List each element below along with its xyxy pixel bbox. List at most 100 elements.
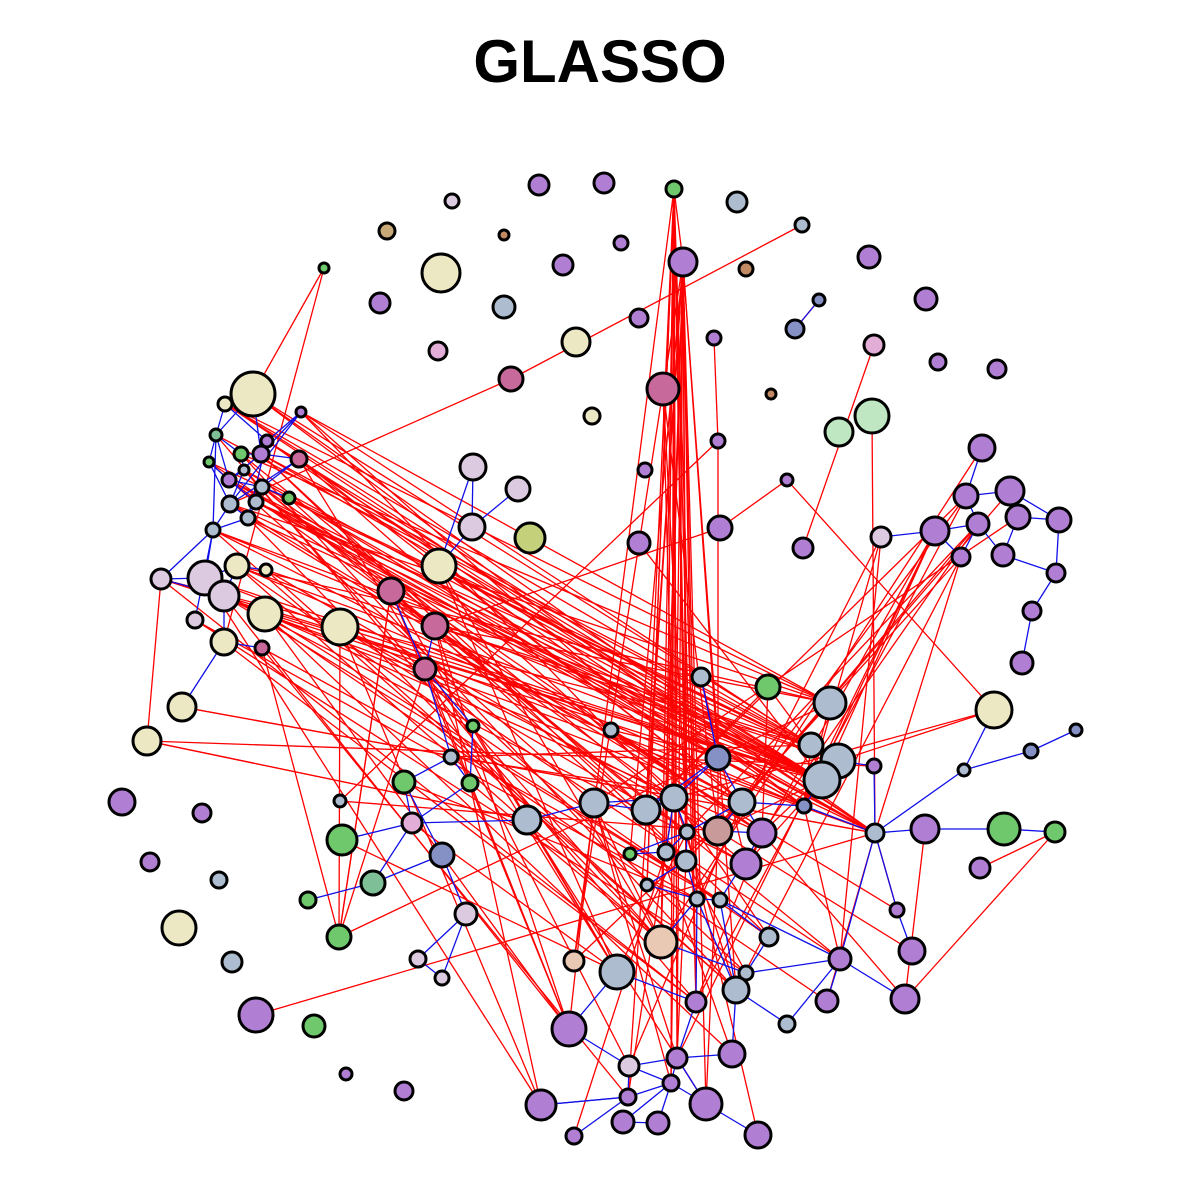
graph-node-170 <box>564 1126 584 1146</box>
graph-node-89 <box>754 673 782 701</box>
positive-edge-151 <box>700 676 719 759</box>
negative-edge-234 <box>255 832 876 1016</box>
graph-node-102 <box>1022 742 1040 760</box>
graph-node-134 <box>688 890 706 908</box>
negative-edge-204 <box>717 523 979 832</box>
graph-node-53 <box>1045 562 1067 584</box>
negative-edge-62 <box>240 453 831 704</box>
graph-node-94 <box>602 721 620 739</box>
negative-edge-194 <box>645 495 967 811</box>
graph-node-137 <box>888 901 906 919</box>
graph-node-47 <box>626 530 652 556</box>
graph-node-92 <box>974 690 1014 730</box>
negative-edge-213 <box>676 860 687 1059</box>
graph-node-41 <box>1004 503 1032 531</box>
negative-edge-192 <box>761 686 769 834</box>
graph-node-3 <box>725 190 749 214</box>
negative-edge-26 <box>682 261 737 991</box>
negative-edge-25 <box>682 261 697 1003</box>
negative-edge-148 <box>228 479 876 834</box>
graph-node-5 <box>377 221 397 241</box>
positive-edge-69 <box>646 884 698 900</box>
negative-edge-61 <box>266 440 823 781</box>
graph-node-106 <box>107 787 137 817</box>
graph-node-69 <box>220 494 240 514</box>
graph-node-105 <box>460 773 480 793</box>
positive-edge-97 <box>745 958 841 974</box>
negative-edge-98 <box>264 613 876 834</box>
graph-node-68 <box>281 490 297 506</box>
graph-node-127 <box>656 842 676 862</box>
negative-edge-215 <box>593 802 672 1084</box>
graph-node-157 <box>550 1010 588 1048</box>
graph-node-163 <box>661 1073 681 1093</box>
negative-edge-221 <box>761 832 906 1000</box>
negative-edge-53 <box>837 709 995 762</box>
graph-node-111 <box>630 794 662 826</box>
graph-node-113 <box>795 797 813 815</box>
graph-node-2 <box>664 179 684 199</box>
graph-node-58 <box>294 405 308 419</box>
graph-node-138 <box>453 901 479 927</box>
graph-node-66 <box>220 471 238 489</box>
graph-node-80 <box>246 595 284 633</box>
negative-edge-232 <box>904 831 1056 1000</box>
graph-node-23 <box>427 340 449 362</box>
negative-edge-218 <box>686 831 759 1136</box>
negative-edge-150 <box>255 501 839 762</box>
negative-edge-40 <box>434 527 721 627</box>
negative-edge-231 <box>338 702 831 938</box>
graph-node-146 <box>562 949 586 973</box>
graph-node-48 <box>791 536 815 560</box>
graph-node-4 <box>443 192 461 210</box>
graph-node-126 <box>622 846 638 862</box>
graph-node-38 <box>504 475 532 503</box>
positive-edge-93 <box>874 832 898 911</box>
negative-edge-151 <box>212 529 823 781</box>
negative-edge-190 <box>717 757 876 834</box>
graph-node-150 <box>433 969 451 987</box>
graph-node-108 <box>332 793 348 809</box>
graph-node-88 <box>131 725 163 757</box>
graph-node-119 <box>909 813 941 845</box>
graph-node-81 <box>320 607 360 647</box>
negative-edge-159 <box>434 625 570 1030</box>
negative-edge-172 <box>469 782 662 943</box>
graph-node-34 <box>967 433 997 463</box>
graph-node-11 <box>737 260 755 278</box>
negative-edge-209 <box>685 860 747 974</box>
positive-edge-48 <box>424 668 452 758</box>
negative-edge-63 <box>260 453 812 746</box>
graph-node-8 <box>612 234 630 252</box>
graph-node-142 <box>758 926 780 948</box>
graph-node-115 <box>400 811 424 835</box>
graph-node-130 <box>968 856 992 880</box>
negative-edge-228 <box>338 668 426 938</box>
negative-edge-102 <box>339 626 675 799</box>
graph-node-55 <box>1009 650 1035 676</box>
graph-node-112 <box>727 787 757 817</box>
negative-edge-217 <box>705 830 719 1105</box>
graph-node-160 <box>665 1046 689 1070</box>
graph-node-19 <box>913 286 939 312</box>
graph-node-120 <box>986 811 1022 847</box>
negative-edge-138 <box>264 613 733 1055</box>
negative-edge-191 <box>700 676 747 865</box>
graph-node-156 <box>301 1013 327 1039</box>
graph-node-125 <box>428 841 456 869</box>
graph-node-70 <box>247 493 265 511</box>
negative-edge-57 <box>224 403 839 762</box>
graph-node-153 <box>889 983 921 1015</box>
graph-node-101 <box>956 762 972 778</box>
graph-node-162 <box>338 1066 354 1082</box>
graph-node-121 <box>1043 820 1067 844</box>
negative-edge-205 <box>874 556 962 834</box>
graph-node-77 <box>207 579 241 613</box>
positive-edge-87 <box>874 769 965 834</box>
positive-edge-82 <box>803 805 876 834</box>
graph-node-86 <box>412 656 438 682</box>
graph-node-171 <box>743 1120 773 1150</box>
negative-edge-35 <box>223 267 325 643</box>
graph-node-16 <box>491 294 517 320</box>
graph-node-21 <box>705 329 723 347</box>
